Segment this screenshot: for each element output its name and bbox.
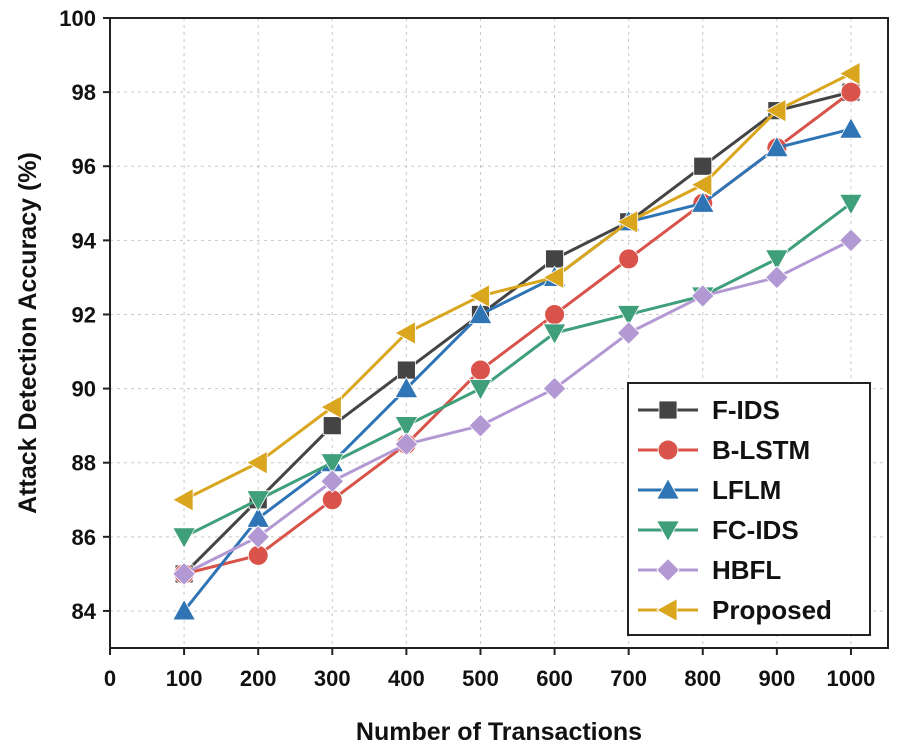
x-tick-label: 100 xyxy=(166,666,203,691)
legend-label: Proposed xyxy=(712,595,832,625)
data-point-f-ids xyxy=(545,249,564,269)
data-point-lflm xyxy=(468,302,493,324)
series-line-lflm xyxy=(182,127,852,612)
series-line-proposed xyxy=(183,72,852,502)
legend-label: HBFL xyxy=(712,555,781,585)
data-point-proposed xyxy=(246,450,268,475)
legend-item-b-lstm: B-LSTM xyxy=(638,435,810,465)
data-point-hbfl xyxy=(765,265,789,290)
data-point-hbfl xyxy=(394,432,419,456)
data-point-hbfl xyxy=(616,321,641,345)
y-tick-label: 98 xyxy=(72,80,96,105)
data-point-hbfl xyxy=(839,228,863,253)
data-point-fc-ids xyxy=(839,193,863,216)
legend: F-IDS B-LSTM LFLM FC-IDS HBFL Proposed xyxy=(627,382,871,636)
legend-marker xyxy=(656,520,680,543)
legend-item-f-ids: F-IDS xyxy=(638,395,780,425)
data-point-fc-ids xyxy=(320,453,345,475)
series-proposed xyxy=(172,61,861,512)
data-point-fc-ids xyxy=(246,490,271,512)
data-point-f-ids xyxy=(322,416,342,436)
x-tick-label: 600 xyxy=(536,666,573,691)
data-point-lflm xyxy=(690,191,715,213)
data-point-lflm xyxy=(839,117,863,139)
plot-frame xyxy=(109,17,889,649)
y-tick-label: 96 xyxy=(72,154,96,179)
legend-label: B-LSTM xyxy=(712,435,810,465)
data-point-b-lstm xyxy=(618,248,639,270)
legend-label: FC-IDS xyxy=(712,515,799,545)
data-point-proposed xyxy=(838,61,861,86)
data-point-fc-ids xyxy=(394,416,419,438)
data-point-proposed xyxy=(764,98,787,123)
legend-item-hbfl: HBFL xyxy=(638,555,781,585)
y-tick-label: 94 xyxy=(72,228,97,253)
legend-marker xyxy=(656,558,680,582)
legend-item-lflm: LFLM xyxy=(638,475,781,505)
legend-box xyxy=(627,382,871,636)
y-tick-label: 84 xyxy=(72,599,97,624)
data-point-lflm xyxy=(172,598,197,621)
data-point-fc-ids xyxy=(468,379,493,401)
y-tick-label: 100 xyxy=(59,6,96,31)
data-point-hbfl xyxy=(468,413,493,438)
series-line-fc-ids xyxy=(183,202,852,539)
x-tick-label: 300 xyxy=(314,666,351,691)
data-point-f-ids xyxy=(693,156,713,176)
series-hbfl xyxy=(172,228,863,586)
data-point-fc-ids xyxy=(542,323,567,346)
legend-marker xyxy=(655,598,678,622)
x-tick-label: 700 xyxy=(610,666,647,691)
legend-item-proposed: Proposed xyxy=(638,595,832,625)
data-point-hbfl xyxy=(690,284,715,308)
y-tick-label: 88 xyxy=(72,451,96,476)
x-tick-label: 0 xyxy=(104,666,116,691)
legend-label: LFLM xyxy=(712,475,781,505)
data-point-hbfl xyxy=(246,525,271,549)
legend-marker xyxy=(657,439,679,461)
data-point-lflm xyxy=(764,135,789,158)
data-point-proposed xyxy=(394,321,416,345)
x-tick-label: 1000 xyxy=(826,666,875,691)
series-layer xyxy=(172,61,863,621)
data-point-hbfl xyxy=(172,562,196,586)
legend-marker xyxy=(658,400,678,420)
data-point-proposed xyxy=(468,284,490,308)
data-point-hbfl xyxy=(320,469,345,494)
data-point-proposed xyxy=(172,487,194,512)
data-point-proposed xyxy=(542,265,564,290)
legend-label: F-IDS xyxy=(712,395,780,425)
legend-item-fc-ids: FC-IDS xyxy=(638,515,799,545)
data-point-proposed xyxy=(320,395,342,420)
data-point-b-lstm xyxy=(544,304,565,325)
data-point-b-lstm xyxy=(470,359,491,381)
y-tick-label: 86 xyxy=(72,525,96,550)
x-tick-label: 800 xyxy=(684,666,721,691)
y-tick-label: 92 xyxy=(72,302,96,327)
data-point-fc-ids xyxy=(172,527,197,549)
data-point-hbfl xyxy=(542,376,567,401)
data-point-b-lstm xyxy=(840,81,862,103)
x-tick-label: 900 xyxy=(758,666,795,691)
data-point-f-ids xyxy=(396,360,416,380)
x-axis-title: Number of Transactions xyxy=(356,718,642,746)
data-point-fc-ids xyxy=(616,305,641,327)
data-point-proposed xyxy=(616,209,639,234)
x-tick-label: 500 xyxy=(462,666,499,691)
data-point-fc-ids xyxy=(764,249,789,271)
series-line-hbfl xyxy=(183,239,852,576)
x-tick-label: 200 xyxy=(240,666,277,691)
legend-marker xyxy=(656,477,680,500)
y-tick-label: 90 xyxy=(72,377,96,402)
data-point-proposed xyxy=(690,172,713,197)
x-tick-label: 400 xyxy=(388,666,425,691)
data-point-lflm xyxy=(394,376,419,398)
axis-ticks: 0 100 200 300 400 500 600 700 800 900 1000 84 86 88 90… xyxy=(59,6,875,691)
y-axis-title: Attack Detection Accuracy (%) xyxy=(14,152,42,514)
